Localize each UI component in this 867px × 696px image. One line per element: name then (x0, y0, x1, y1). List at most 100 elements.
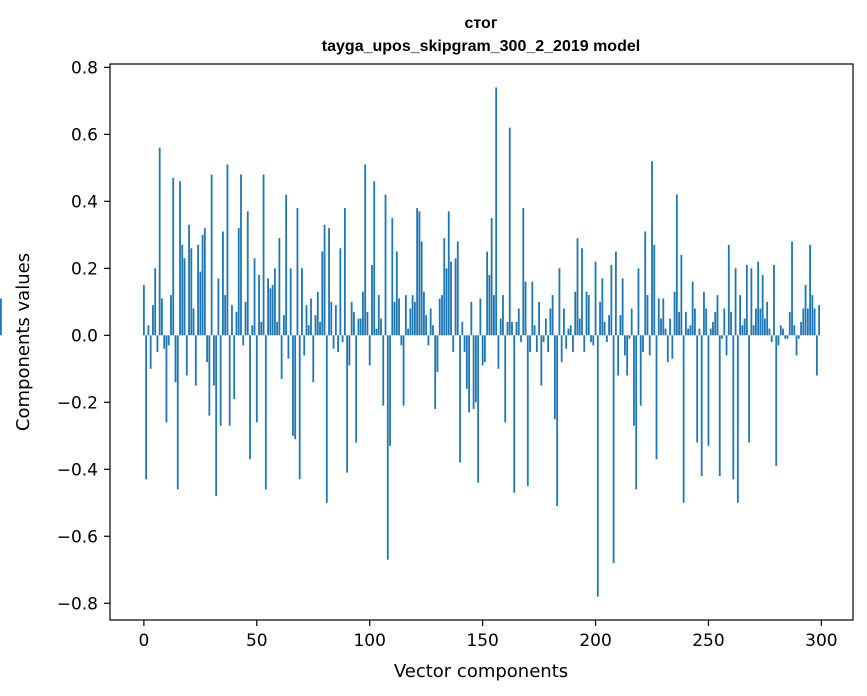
bar-164 (513, 335, 516, 493)
bar-147 (474, 335, 477, 403)
bar-236 (675, 194, 678, 336)
bar-255 (718, 335, 721, 476)
bar-187 (565, 335, 568, 349)
bar-135 (447, 211, 450, 336)
bar-204 (603, 321, 606, 336)
bar-261 (732, 335, 735, 480)
bar-93 (353, 311, 355, 336)
bar-230 (662, 298, 665, 336)
bar-225 (651, 161, 653, 336)
bar-287 (791, 241, 793, 336)
bar-203 (601, 278, 604, 336)
bar-9 (163, 335, 166, 349)
bar-112 (395, 251, 398, 336)
bar-282 (779, 325, 782, 336)
bar-74 (310, 298, 312, 336)
bar-2 (147, 325, 150, 336)
bar-253 (714, 311, 717, 336)
bar-105 (380, 318, 382, 336)
bar-138 (454, 258, 457, 336)
bar-160 (504, 335, 507, 423)
bar-23 (194, 335, 197, 386)
bar-85 (334, 305, 337, 336)
bar-83 (330, 301, 333, 336)
bar-101 (371, 264, 373, 336)
bar-111 (393, 301, 396, 336)
bar-226 (653, 244, 656, 336)
bar-38 (228, 335, 231, 426)
bar-265 (741, 325, 744, 336)
bar-5 (154, 268, 157, 336)
bar-193 (578, 318, 581, 336)
bar-275 (764, 318, 766, 336)
bar-152 (486, 251, 489, 336)
bar-63 (285, 194, 288, 336)
bar-161 (506, 321, 509, 336)
bar-61 (280, 335, 283, 379)
bar-172 (531, 281, 534, 336)
bar-240 (684, 311, 687, 336)
bar-32 (215, 335, 218, 497)
bar-228 (657, 298, 660, 336)
y-tick-label: −0.6 (57, 527, 98, 547)
bar-263 (736, 335, 739, 503)
bar-237 (678, 311, 681, 336)
bar-256 (721, 335, 723, 339)
bar-295 (809, 244, 811, 336)
bar-30 (210, 174, 213, 336)
bar-108 (386, 335, 389, 560)
bar-207 (610, 264, 613, 336)
bar-285 (786, 335, 789, 339)
bar-28 (206, 335, 209, 363)
bar-104 (377, 295, 380, 336)
x-axis-ticks: 0 50 100 150 200 250 300 (138, 620, 838, 651)
bar-8 (161, 298, 163, 336)
bar-173 (533, 325, 536, 336)
bar-224 (648, 335, 651, 356)
bar-276 (766, 301, 769, 336)
bar-54 (264, 335, 267, 490)
bar-149 (479, 298, 482, 336)
bar-297 (813, 308, 816, 336)
bar-100 (368, 335, 371, 366)
bar-120 (413, 301, 416, 336)
bar-106 (382, 335, 385, 406)
bar-281 (777, 335, 780, 346)
bar-206 (608, 315, 610, 336)
bar-296 (811, 295, 814, 336)
bar-68 (296, 208, 299, 336)
x-tick-label: 50 (246, 631, 268, 651)
bar-205 (605, 335, 608, 342)
bar-69 (298, 335, 301, 480)
bar-162 (508, 127, 511, 336)
bar-217 (633, 335, 635, 426)
bar-262 (734, 268, 737, 336)
bar-10 (165, 335, 168, 423)
bar-17 (181, 244, 184, 336)
bar-130 (436, 335, 439, 373)
bar-46 (246, 211, 249, 336)
bar-233 (669, 318, 671, 336)
bar-37 (226, 164, 229, 336)
y-tick-label: −0.8 (57, 594, 98, 614)
bar-168 (522, 208, 525, 336)
bar-50 (255, 335, 258, 423)
bar-13 (172, 177, 175, 336)
bar-241 (687, 328, 690, 336)
bar-210 (617, 335, 620, 376)
bar-143 (465, 335, 468, 389)
bar-series (0, 87, 821, 597)
bar-195 (583, 335, 586, 353)
bar-81 (325, 335, 328, 503)
bar-140 (459, 335, 461, 463)
bar-58 (273, 268, 276, 336)
bar-252 (712, 321, 714, 336)
bar-251 (709, 328, 712, 336)
bar-40 (233, 335, 236, 399)
bar-47 (249, 335, 251, 460)
bar-197 (587, 295, 590, 336)
bar-89 (343, 208, 346, 336)
bar-31 (212, 335, 215, 386)
bar-27 (203, 228, 206, 336)
bar-145 (470, 301, 473, 336)
